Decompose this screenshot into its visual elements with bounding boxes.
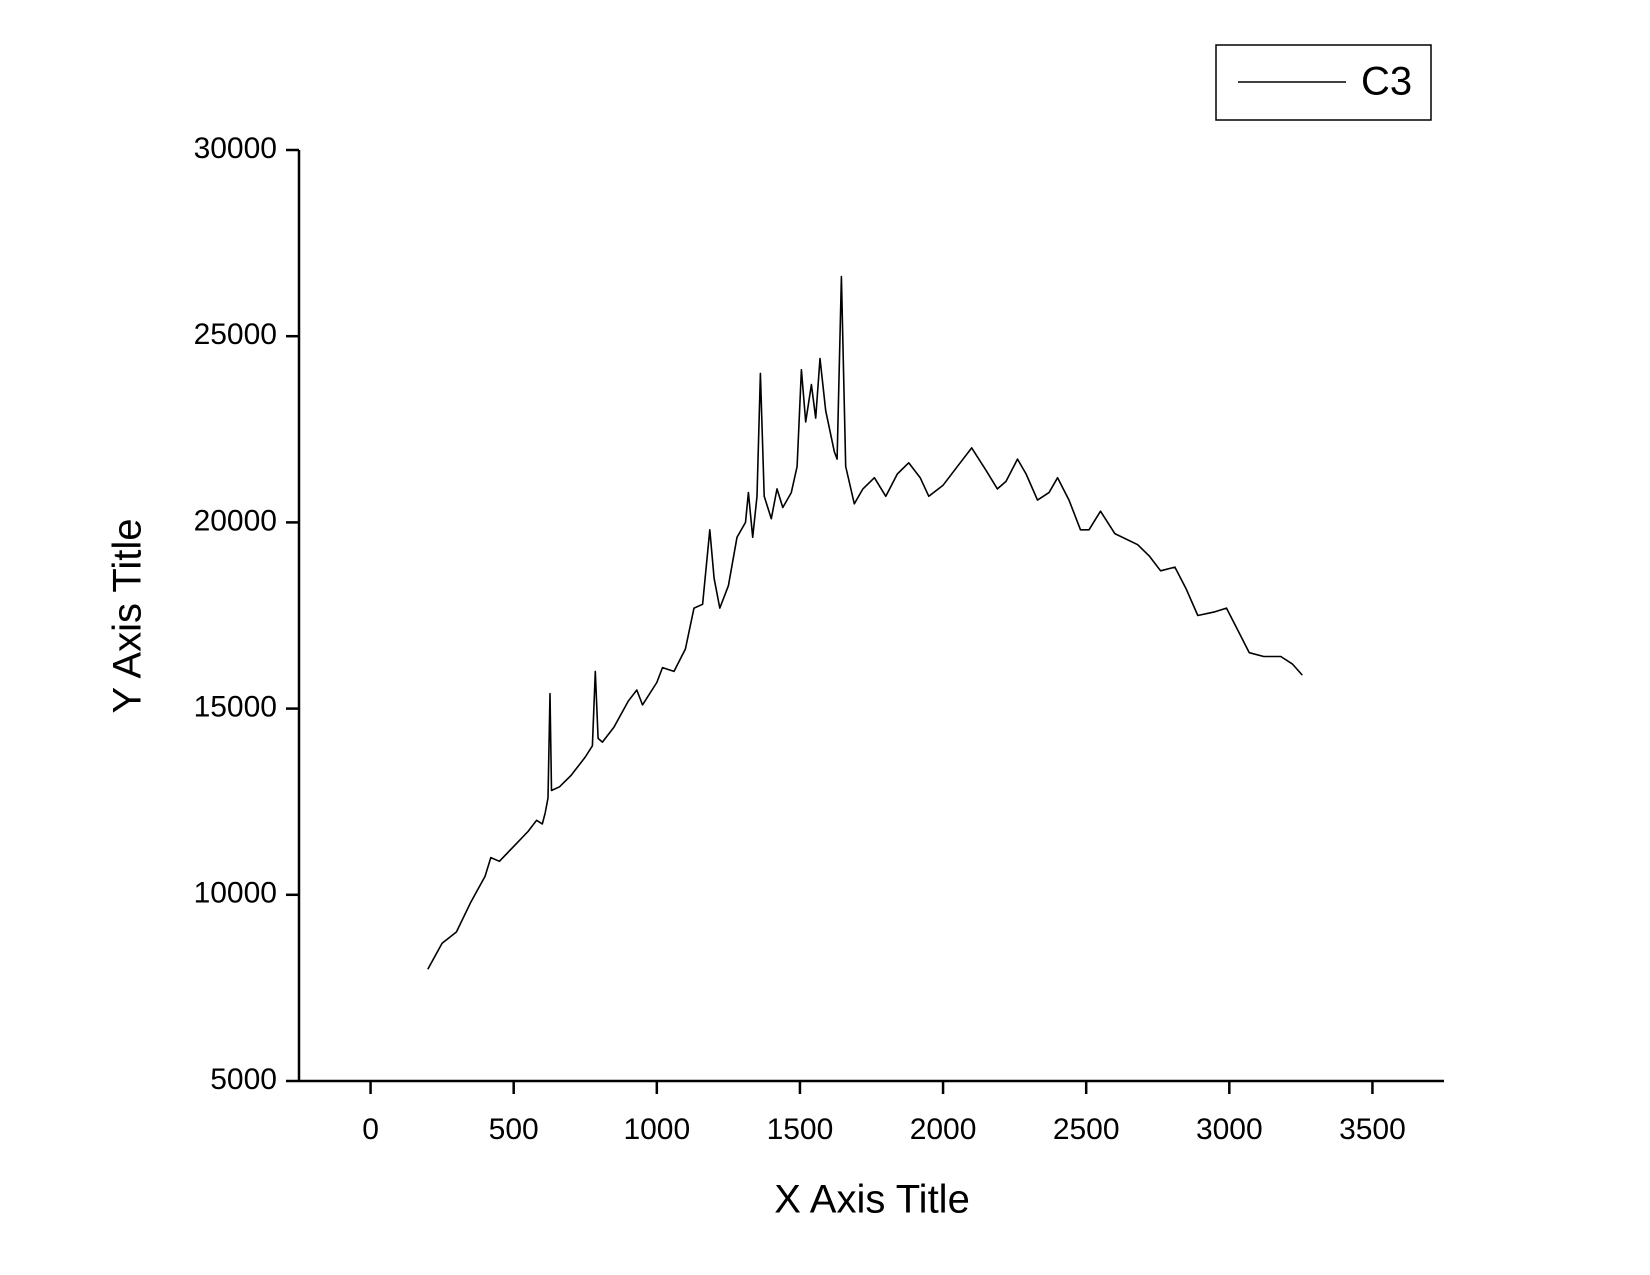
data-line [427,275,1303,970]
x-tick-label: 500 [489,1113,539,1146]
y-axis-title: Y Axis Title [106,519,150,714]
y-tick-label: 25000 [194,318,277,351]
x-tick-label: 1000 [623,1113,690,1146]
y-tick-label: 10000 [194,877,277,910]
x-tick-label: 1500 [767,1113,834,1146]
x-axis-title: X Axis Title [774,1178,970,1222]
x-tick-label: 2500 [1053,1113,1120,1146]
y-tick-label: 15000 [194,691,277,724]
legend-label: C3 [1361,60,1412,104]
x-tick-label: 0 [362,1113,379,1146]
y-tick-label: 30000 [194,132,277,165]
x-tick-label: 3000 [1196,1113,1263,1146]
y-tick-label: 5000 [210,1063,277,1096]
x-tick-label: 3500 [1339,1113,1406,1146]
x-tick-label: 2000 [910,1113,977,1146]
y-tick-label: 20000 [194,504,277,537]
